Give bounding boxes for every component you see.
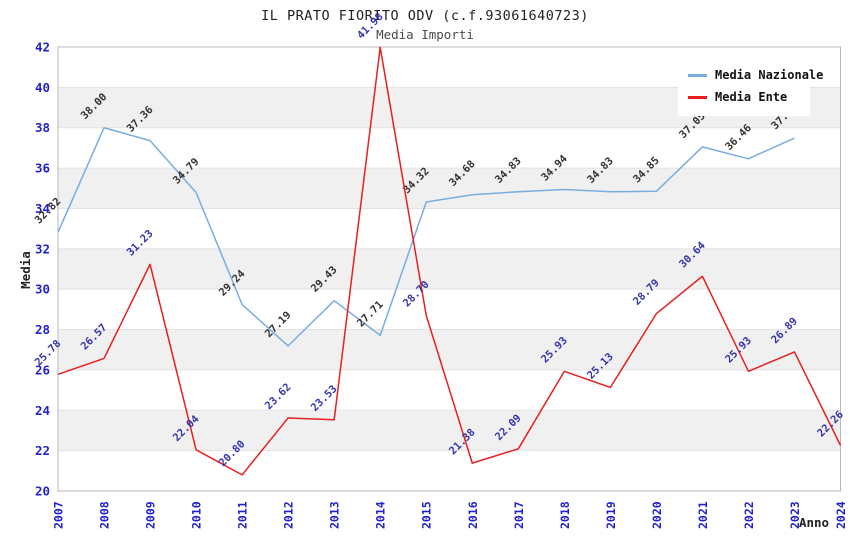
- y-tick-label: 42: [35, 40, 50, 55]
- y-tick-label: 32: [35, 241, 50, 256]
- x-tick-label: 2008: [98, 501, 112, 529]
- x-tick-label: 2012: [282, 501, 296, 529]
- x-tick-label: 2023: [788, 501, 802, 529]
- series-line-media-nazionale: [57, 126, 795, 347]
- x-tick-label: 2014: [374, 501, 388, 529]
- plot-band: [58, 289, 841, 330]
- y-tick-label: 40: [35, 80, 50, 95]
- plot-band: [58, 329, 841, 370]
- plot-band: [58, 168, 841, 209]
- x-tick-label: 2021: [696, 501, 710, 529]
- y-tick-label: 34: [35, 201, 50, 216]
- x-tick-label: 2009: [144, 501, 158, 529]
- legend-item-media-nazionale: Media Nazionale: [688, 64, 823, 86]
- x-tick-label: 2019: [604, 501, 618, 529]
- y-tick-label: 22: [35, 443, 50, 458]
- legend-item-media-ente: Media Ente: [688, 86, 804, 108]
- chart-title: IL PRATO FIORITO ODV (c.f.93061640723): [261, 8, 589, 24]
- y-tick-label: 28: [35, 322, 50, 337]
- x-tick-label: 2020: [650, 501, 664, 529]
- y-tick-label: 36: [35, 161, 50, 176]
- point-label: 41.98: [355, 11, 386, 42]
- x-tick-label: 2010: [190, 501, 204, 529]
- series-line-media-ente: [57, 46, 842, 476]
- plot-band: [58, 450, 841, 491]
- y-tick-label: 20: [35, 484, 50, 499]
- legend-label: Media Ente: [715, 90, 788, 104]
- x-tick-label: 2011: [236, 501, 250, 529]
- legend-line-icon: [688, 95, 707, 99]
- plot-band: [58, 248, 841, 290]
- plot-border: [57, 46, 841, 492]
- x-tick-label: 2024: [834, 501, 848, 529]
- y-tick-label: 38: [35, 120, 50, 135]
- x-axis-title: Anno: [799, 515, 829, 530]
- x-tick-label: 2016: [466, 501, 480, 529]
- chart-subtitle: Media Importi: [376, 27, 474, 42]
- legend-label: Media Nazionale: [715, 68, 824, 82]
- x-tick-label: 2018: [558, 501, 572, 529]
- y-tick-label: 26: [35, 362, 50, 377]
- legend-line-icon: [688, 73, 707, 77]
- x-tick-label: 2007: [52, 501, 66, 529]
- y-tick-label: 30: [35, 282, 50, 297]
- x-tick-label: 2015: [420, 501, 434, 529]
- y-axis-title: Media: [18, 251, 33, 289]
- plot-band: [58, 208, 841, 249]
- y-tick-label: 24: [35, 403, 50, 418]
- legend: Media Nazionale Media Ente: [678, 56, 823, 116]
- x-tick-label: 2013: [328, 501, 342, 529]
- plot-band: [58, 127, 841, 169]
- x-tick-label: 2022: [742, 501, 756, 529]
- x-tick-label: 2017: [512, 501, 526, 529]
